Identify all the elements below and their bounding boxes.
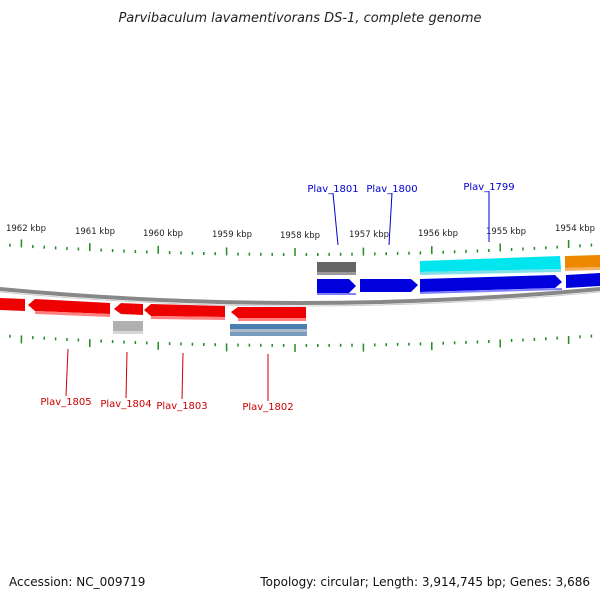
cds-plav-1806 — [0, 298, 25, 311]
feature-cyan — [420, 256, 561, 272]
gene-label-plav-1804[interactable]: Plav_1804 — [100, 399, 151, 410]
gene-label-plav-1800[interactable]: Plav_1800 — [366, 184, 417, 195]
minus-strand-labels: Plav_1805 Plav_1804 Plav_1803 Plav_1802 — [40, 348, 294, 413]
feature-gray-reverse-shade — [113, 331, 143, 334]
gene-label-plav-1803[interactable]: Plav_1803 — [156, 401, 207, 412]
gene-label-plav-1805[interactable]: Plav_1805 — [40, 397, 91, 408]
cds-plav-1803 — [144, 304, 225, 317]
tick-label-1958: 1958 kbp — [280, 231, 320, 241]
feature-orange — [565, 255, 600, 268]
feature-gray-reverse — [113, 321, 143, 331]
leader-plav-1803 — [181, 352, 184, 400]
cds-plav-1803-shade — [151, 316, 225, 320]
cds-plav-1800 — [360, 279, 418, 292]
tick-label-1961: 1961 kbp — [75, 227, 115, 237]
feature-gray-forward-shade — [317, 272, 356, 275]
feature-steelblue — [230, 324, 307, 329]
leader-plav-1804 — [125, 351, 128, 399]
feature-gray-forward — [317, 262, 356, 272]
tick-label-1960: 1960 kbp — [143, 229, 183, 239]
top-tick-row — [9, 239, 593, 256]
scale-labels: 1962 kbp 1961 kbp 1960 kbp 1959 kbp 1958… — [6, 224, 595, 241]
cds-plav-1799-shade — [420, 288, 562, 294]
leader-plav-1800 — [388, 192, 393, 246]
cds-plav-1805-shade — [35, 311, 110, 317]
cds-plav-1805 — [28, 299, 110, 314]
bottom-tick-row — [9, 334, 593, 352]
tick-label-1954: 1954 kbp — [555, 224, 595, 234]
feature-steelblue-mid — [230, 329, 307, 332]
cds-plav-1802-shade — [238, 318, 306, 321]
cds-plav-1801-shade — [317, 293, 356, 295]
cds-next-forward — [566, 273, 600, 288]
gene-label-plav-1802[interactable]: Plav_1802 — [242, 402, 293, 413]
topology-summary-text: Topology: circular; Length: 3,914,745 bp… — [259, 575, 590, 589]
tick-label-1962: 1962 kbp — [6, 224, 46, 234]
genome-backbone-shade — [0, 291, 600, 307]
genome-backbone — [0, 286, 600, 305]
feature-cyan-shade — [420, 269, 561, 275]
tick-label-1956: 1956 kbp — [418, 229, 458, 239]
plus-strand-labels: Plav_1801 Plav_1800 Plav_1799 — [307, 182, 515, 246]
tick-label-1959: 1959 kbp — [212, 230, 252, 240]
leader-plav-1805 — [65, 348, 69, 397]
tick-label-1955: 1955 kbp — [486, 227, 526, 237]
cds-plav-1799 — [420, 275, 562, 292]
accession-text: Accession: NC_009719 — [9, 575, 145, 589]
cds-plav-1801 — [317, 279, 356, 293]
map-title: Parvibaculum lavamentivorans DS-1, compl… — [118, 11, 481, 26]
cds-plav-1804 — [114, 303, 143, 315]
feature-orange-shade — [565, 267, 600, 271]
tick-label-1957: 1957 kbp — [349, 230, 389, 240]
gene-label-plav-1799[interactable]: Plav_1799 — [463, 182, 514, 193]
feature-steelblue-shade — [230, 332, 307, 336]
leader-plav-1801 — [332, 192, 339, 246]
cds-plav-1802 — [231, 307, 306, 318]
gene-label-plav-1801[interactable]: Plav_1801 — [307, 184, 358, 195]
